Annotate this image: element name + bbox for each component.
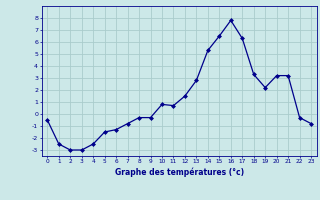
X-axis label: Graphe des températures (°c): Graphe des températures (°c) — [115, 167, 244, 177]
